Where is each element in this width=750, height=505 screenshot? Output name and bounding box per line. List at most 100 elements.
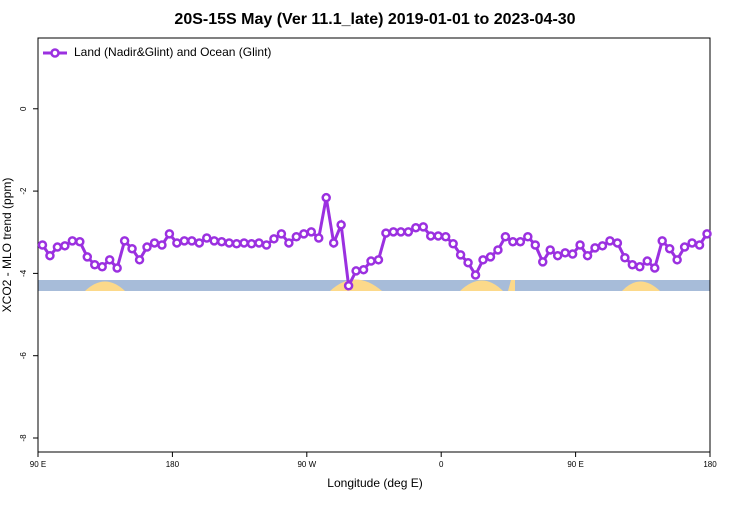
point xyxy=(702,229,712,239)
point xyxy=(299,229,309,239)
point xyxy=(284,238,294,248)
point xyxy=(321,192,331,203)
point xyxy=(440,232,451,242)
point xyxy=(67,236,78,246)
point xyxy=(672,255,682,265)
point xyxy=(642,256,653,266)
point xyxy=(261,240,272,250)
point xyxy=(172,238,182,248)
point xyxy=(545,245,555,255)
point xyxy=(336,220,346,230)
point xyxy=(694,240,705,250)
land-regions xyxy=(85,279,660,291)
point xyxy=(276,229,287,239)
point xyxy=(142,242,152,252)
point xyxy=(485,252,496,262)
point xyxy=(89,260,100,270)
point xyxy=(179,236,190,246)
point xyxy=(52,242,63,252)
point xyxy=(463,257,473,268)
point xyxy=(478,255,488,265)
point xyxy=(560,248,570,258)
y-tick-label: 0 xyxy=(19,106,28,111)
legend-marker xyxy=(50,48,60,58)
point xyxy=(508,236,518,247)
point xyxy=(493,245,503,255)
point xyxy=(366,256,376,266)
point xyxy=(134,255,145,265)
point xyxy=(343,280,354,291)
point xyxy=(381,228,391,238)
y-tick-label: -2 xyxy=(19,187,28,195)
point xyxy=(82,252,93,262)
point xyxy=(209,236,219,246)
x-tick-label: 0 xyxy=(439,460,444,469)
point xyxy=(328,238,339,248)
point xyxy=(575,240,585,250)
y-tick-label: -8 xyxy=(19,434,28,442)
point xyxy=(224,238,234,248)
point xyxy=(231,239,242,249)
point xyxy=(358,264,369,275)
point xyxy=(373,255,384,265)
y-tick-label: -6 xyxy=(19,352,28,360)
point xyxy=(119,236,130,246)
point xyxy=(552,250,563,261)
point xyxy=(403,227,414,237)
point xyxy=(75,236,85,247)
point xyxy=(523,232,533,242)
point xyxy=(306,227,317,237)
point xyxy=(388,227,399,237)
point xyxy=(582,250,593,261)
chart-title: 20S-15S May (Ver 11.1_late) 2019-01-01 t… xyxy=(174,11,575,28)
point xyxy=(201,233,212,243)
point xyxy=(500,232,511,242)
point xyxy=(164,229,175,239)
point xyxy=(567,249,578,259)
y-axis-label: XCO2 - MLO trend (ppm) xyxy=(0,178,14,313)
point xyxy=(239,238,249,248)
point xyxy=(620,253,630,263)
point xyxy=(448,239,458,249)
point xyxy=(291,232,302,242)
x-tick-label: 90 E xyxy=(30,460,46,469)
point xyxy=(612,238,623,248)
point xyxy=(127,243,137,254)
point xyxy=(537,257,548,267)
point xyxy=(470,270,481,280)
point xyxy=(112,263,122,273)
point xyxy=(246,239,257,249)
point xyxy=(649,263,660,273)
point xyxy=(657,236,667,246)
point xyxy=(590,243,600,253)
x-tick-label: 90 E xyxy=(567,460,583,469)
point xyxy=(605,236,615,246)
point xyxy=(60,241,70,251)
point xyxy=(351,266,361,276)
point xyxy=(455,250,466,260)
point xyxy=(396,227,406,237)
legend-label: Land (Nadir&Glint) and Ocean (Glint) xyxy=(74,45,271,59)
x-axis-label: Longitude (deg E) xyxy=(327,476,422,490)
point xyxy=(627,260,638,270)
point xyxy=(269,234,279,244)
point xyxy=(635,262,645,272)
y-tick-label: -4 xyxy=(19,269,28,277)
x-tick-label: 90 W xyxy=(297,460,316,469)
point xyxy=(515,236,526,247)
point xyxy=(45,250,55,261)
point xyxy=(664,243,675,254)
point xyxy=(187,236,197,246)
point xyxy=(157,240,167,250)
point xyxy=(104,255,115,265)
x-tick-label: 180 xyxy=(166,460,180,469)
point xyxy=(194,238,205,248)
point xyxy=(313,233,324,243)
point xyxy=(433,231,443,241)
point xyxy=(254,238,264,248)
point xyxy=(687,238,697,248)
point xyxy=(149,238,160,248)
point xyxy=(425,231,436,241)
point xyxy=(418,222,429,232)
